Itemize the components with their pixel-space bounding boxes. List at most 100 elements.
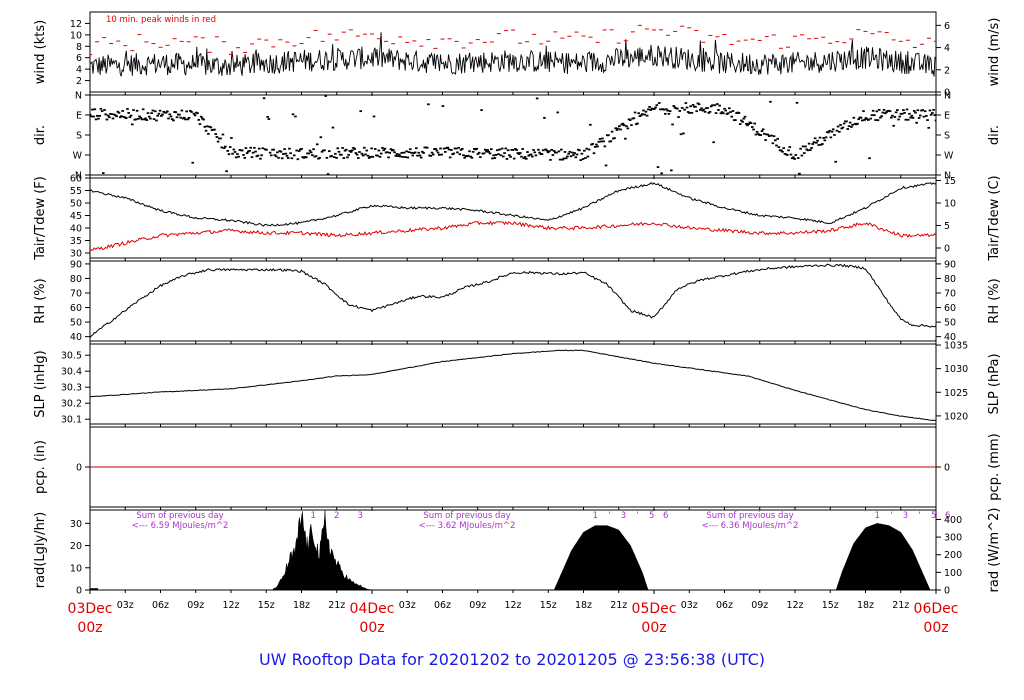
day-label-time: 00z — [923, 620, 948, 636]
dir-tick-right: N — [944, 171, 951, 182]
rad-hour-mark: 3 — [358, 511, 363, 521]
dir-tick-left: N — [75, 91, 82, 102]
rad-hour-mark: 1 — [311, 511, 316, 521]
ylabel-right-pcp: pcp. (mm) — [987, 433, 1002, 500]
x-tick-label: 06z — [152, 600, 169, 611]
tick-right-rh: 50 — [944, 318, 956, 329]
tick-right-rh: 60 — [944, 303, 956, 314]
tick-left-rh: 80 — [70, 274, 82, 285]
rad-sum-line2: <--- 3.62 MJoules/m^2 — [419, 521, 516, 531]
panel-rad: Sum of previous day <--- 6.59 MJoules/m^2… — [89, 509, 950, 594]
tdew-line — [90, 220, 936, 252]
tick-left-rad: 20 — [70, 541, 82, 552]
rad-sum-line2: <--- 6.59 MJoules/m^2 — [132, 521, 229, 531]
tick-left-rh: 40 — [70, 332, 82, 343]
day-label-time: 00z — [77, 620, 102, 636]
ylabel-left-pcp: pcp. (in) — [33, 440, 48, 494]
x-tick-label: 09z — [187, 600, 204, 611]
tick-left-wind: 12 — [70, 19, 82, 30]
ylabel-right-slp: SLP (hPa) — [987, 353, 1002, 414]
tick-left-slp: 30.4 — [61, 367, 82, 378]
tick-left-rad: 0 — [76, 586, 82, 597]
ylabel-right-wind: wind (m/s) — [987, 18, 1002, 87]
tair-line — [90, 181, 936, 227]
x-tick-label: 21z — [328, 600, 345, 611]
dir-tick-right: E — [944, 111, 950, 122]
day-label-time: 00z — [641, 620, 666, 636]
tick-left-slp: 30.2 — [61, 399, 82, 410]
tick-right-rad: 300 — [944, 533, 962, 544]
x-axis: 03z 06z 09z 12z 15z 18z 21z 03z 06z 09z 12z 15z 18z 2… — [68, 600, 959, 636]
plot-area-wind — [90, 24, 936, 77]
slp-line — [90, 349, 936, 422]
panel-frame-wind — [89, 11, 937, 93]
tick-left-wind: 6 — [76, 53, 82, 64]
peak-wind-note: 10 min. peak winds in red — [106, 15, 216, 25]
tick-left-wind: 4 — [76, 65, 82, 76]
rad-hour-mark: ' — [890, 511, 892, 521]
x-tick-label: 18z — [857, 600, 874, 611]
x-tick-label: 03z — [117, 600, 134, 611]
plot-area-slp — [90, 349, 936, 422]
dir-tick-right: S — [944, 131, 950, 142]
plot-area-rh — [90, 263, 936, 339]
x-tick-label: 15z — [540, 600, 557, 611]
tick-left-wind: 2 — [76, 76, 82, 87]
x-tick-label: 06z — [716, 600, 733, 611]
rad-hour-mark: ' — [636, 511, 638, 521]
panel-frame-slp — [89, 343, 937, 425]
rad-hour-mark: 5 — [649, 511, 654, 521]
tick-left-temp: 55 — [70, 186, 82, 197]
tick-right-temp: 10 — [944, 199, 956, 210]
ylabel-left-wind: wind (kts) — [33, 20, 48, 84]
panel-temp — [89, 177, 937, 262]
panel-frame-temp — [89, 177, 937, 259]
x-tick-label: 03z — [681, 600, 698, 611]
panel-slp — [89, 343, 937, 428]
panel-frame-dir — [89, 94, 937, 176]
ylabel-left-rh: RH (%) — [33, 278, 48, 323]
x-tick-label: 21z — [610, 600, 627, 611]
rh-line — [90, 263, 936, 339]
wind-speed-line — [90, 32, 936, 77]
tick-right-slp: 1030 — [944, 364, 968, 375]
rad-hour-mark: 3 — [621, 511, 626, 521]
plot-area-dir — [90, 95, 936, 175]
ylabel-left-rad: rad(Lgly/hr) — [33, 512, 48, 588]
tick-right-rh: 70 — [944, 289, 956, 300]
tick-right-slp: 1025 — [944, 388, 968, 399]
x-tick-label: 12z — [786, 600, 803, 611]
x-tick-label: 06z — [434, 600, 451, 611]
panel-wind: 10 min. peak winds in red — [89, 11, 937, 96]
ylabel-left-slp: SLP (inHg) — [33, 350, 48, 418]
tick-right-temp: 5 — [944, 221, 950, 232]
ylabel-right-rad: rad (W/m^2) — [987, 508, 1002, 593]
tick-right-rh: 90 — [944, 259, 956, 270]
rad-hour-mark: 1 — [875, 511, 880, 521]
dir-tick-left: E — [76, 111, 82, 122]
ylabel-right-dir: dir. — [987, 125, 1002, 145]
ylabel-left-temp: Tair/Tdew (F) — [33, 176, 48, 261]
day-label-date: 05Dec — [632, 601, 677, 617]
tick-right-slp: 1035 — [944, 341, 968, 352]
rad-hour-mark: ' — [918, 511, 920, 521]
rad-sum-line2: <--- 6.36 MJoules/m^2 — [702, 521, 799, 531]
tick-right-wind: 0 — [944, 88, 950, 99]
tick-right-rh: 80 — [944, 274, 956, 285]
tick-left-wind: 10 — [70, 30, 82, 41]
tick-left-rad: 30 — [70, 519, 82, 530]
tick-right-slp: 1020 — [944, 411, 968, 422]
tick-right-pcp: 0 — [944, 463, 950, 474]
ylabel-left-dir: dir. — [33, 125, 48, 145]
tick-left-rh: 90 — [70, 259, 82, 270]
tick-left-temp: 30 — [70, 249, 82, 260]
tick-left-pcp: 0 — [76, 463, 82, 474]
tick-right-wind: 4 — [944, 43, 950, 54]
x-tick-label: 15z — [822, 600, 839, 611]
panel-pcp — [89, 426, 937, 511]
rad-hour-mark: 1 — [593, 511, 598, 521]
rad-sum-line1: Sum of previous day — [706, 511, 793, 521]
rad-hour-mark: 6 — [945, 511, 950, 521]
tick-right-rh: 40 — [944, 332, 956, 343]
figure-title: UW Rooftop Data for 20201202 to 20201205… — [259, 650, 765, 669]
